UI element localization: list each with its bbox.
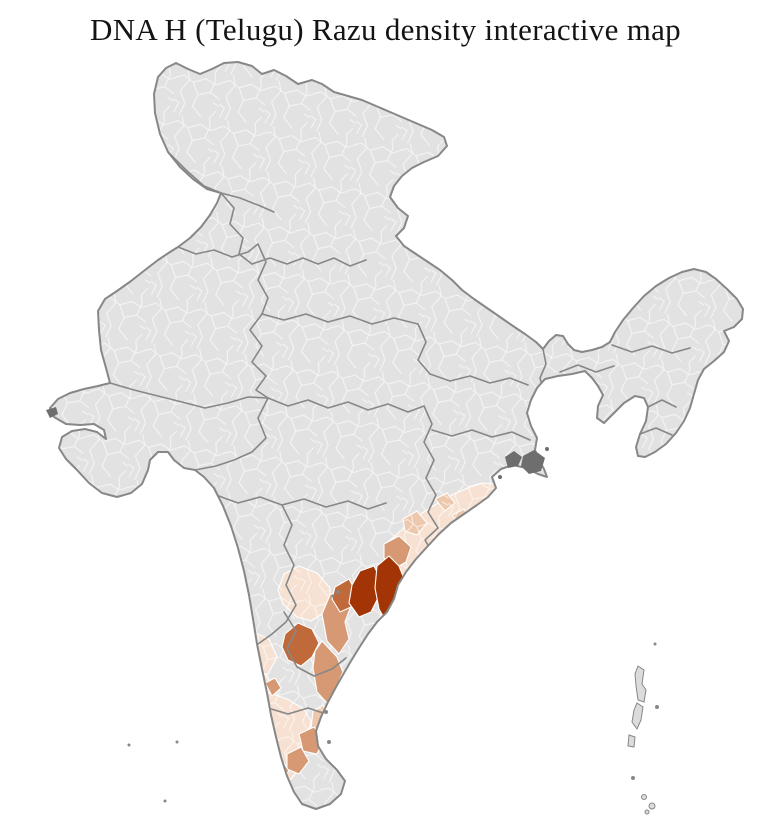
district-shape[interactable] xyxy=(229,689,259,717)
state-borders xyxy=(109,151,691,795)
district-shape[interactable] xyxy=(248,746,269,774)
district-shape[interactable] xyxy=(264,677,282,697)
district-shape[interactable] xyxy=(286,746,310,775)
page-title: DNA H (Telugu) Razu density interactive … xyxy=(90,12,681,47)
district-shape[interactable] xyxy=(217,686,240,710)
district-shape[interactable] xyxy=(208,658,241,690)
andaman-nicobar-islands xyxy=(627,642,659,815)
coastal-specks xyxy=(324,710,331,744)
delta-marsh xyxy=(46,407,549,479)
density-districts-highest[interactable] xyxy=(348,555,406,626)
lakshadweep-islands xyxy=(127,740,179,803)
